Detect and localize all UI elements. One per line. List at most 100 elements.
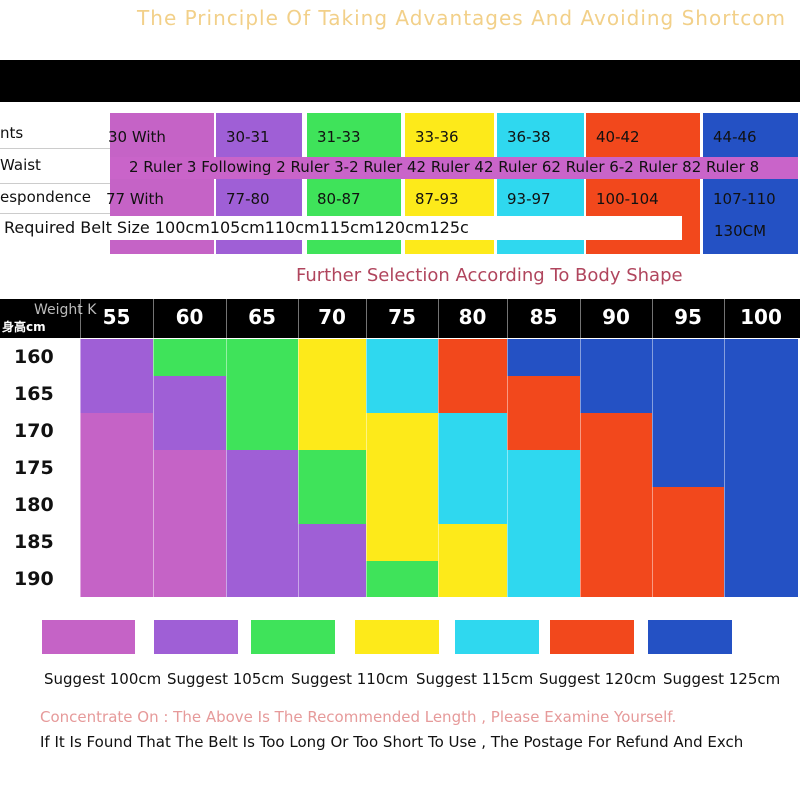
weight-label: 95	[674, 305, 702, 329]
grid-cell	[366, 561, 438, 597]
col-gridline	[507, 299, 508, 597]
grid-cell	[366, 413, 438, 450]
col-gridline	[652, 299, 653, 597]
weight-label: 70	[318, 305, 346, 329]
grid-cell	[507, 450, 580, 487]
col-gridline	[226, 299, 227, 597]
col-gridline	[580, 299, 581, 597]
grid-cell	[438, 413, 507, 450]
title-banner	[0, 60, 800, 102]
grid-cell	[298, 376, 366, 413]
correspondence-cell: 77 With	[106, 190, 164, 208]
grid-cell	[80, 339, 153, 376]
grid-cell	[298, 450, 366, 487]
grid-cell	[580, 561, 652, 597]
grid-cell	[153, 376, 226, 413]
legend-label: Suggest 100cm	[44, 670, 162, 688]
legend-label: Suggest 125cm	[663, 670, 781, 688]
legend-swatch	[550, 620, 634, 654]
grid-cell	[153, 450, 226, 487]
grid-cell	[652, 524, 724, 561]
col-gridline	[298, 299, 299, 597]
grid-cell	[80, 524, 153, 561]
height-col-bg	[0, 339, 80, 597]
pants-size-cell: 30-31	[226, 128, 270, 146]
grid-cell	[226, 450, 298, 487]
belt-row-box	[0, 216, 682, 240]
grid-cell	[298, 413, 366, 450]
row-gridline	[0, 597, 800, 598]
grid-cell	[366, 487, 438, 524]
grid-cell	[226, 487, 298, 524]
grid-cell	[80, 450, 153, 487]
col-gridline	[80, 299, 81, 597]
grid-cell	[438, 450, 507, 487]
correspondence-cell: 77-80	[226, 190, 270, 208]
legend-swatch	[251, 620, 335, 654]
corner-weight-label: Weight K	[34, 302, 97, 318]
grid-cell	[652, 450, 724, 487]
legend-swatch	[355, 620, 439, 654]
col-gridline	[724, 299, 725, 597]
grid-cell	[298, 524, 366, 561]
grid-cell	[507, 339, 580, 376]
grid-cell	[226, 376, 298, 413]
weight-label: 75	[388, 305, 416, 329]
grid-cell	[580, 376, 652, 413]
row-label-waist: Waist	[0, 156, 41, 174]
grid-cell	[153, 339, 226, 376]
grid-cell	[80, 376, 153, 413]
grid-cell	[438, 524, 507, 561]
row-divider	[0, 213, 110, 214]
note-line-1: Concentrate On : The Above Is The Recomm…	[40, 708, 677, 726]
grid-cell	[580, 339, 652, 376]
grid-cell	[298, 339, 366, 376]
pants-size-cell: 44-46	[713, 128, 757, 146]
grid-cell	[153, 413, 226, 450]
grid-cell	[724, 413, 798, 450]
weight-label: 80	[458, 305, 487, 329]
grid-cell	[652, 376, 724, 413]
grid-cell	[580, 487, 652, 524]
grid-cell	[80, 561, 153, 597]
grid-cell	[438, 561, 507, 597]
grid-cell	[438, 339, 507, 376]
belt-row-last: 130CM	[714, 222, 767, 240]
grid-cell	[298, 561, 366, 597]
height-label: 175	[14, 457, 54, 479]
grid-cell	[366, 524, 438, 561]
note-line-2: If It Is Found That The Belt Is Too Long…	[40, 733, 744, 751]
grid-cell	[580, 413, 652, 450]
pants-size-cell: 30 With	[108, 128, 166, 146]
body-shape-subtitle: Further Selection According To Body Shap…	[296, 265, 683, 286]
grid-cell	[652, 339, 724, 376]
weight-label: 100	[740, 305, 782, 329]
grid-cell	[366, 376, 438, 413]
grid-cell	[80, 487, 153, 524]
correspondence-cell: 107-110	[713, 190, 776, 208]
pants-size-cell: 40-42	[596, 128, 640, 146]
row-divider	[0, 183, 110, 184]
grid-cell	[507, 413, 580, 450]
grid-cell	[724, 561, 798, 597]
height-label: 170	[14, 420, 54, 442]
correspondence-cell: 100-104	[596, 190, 659, 208]
grid-cell	[507, 376, 580, 413]
correspondence-cell: 80-87	[317, 190, 361, 208]
grid-cell	[366, 450, 438, 487]
height-label: 180	[14, 494, 54, 516]
col-gridline	[366, 299, 367, 597]
grid-cell	[724, 450, 798, 487]
grid-cell	[652, 561, 724, 597]
grid-cell	[153, 487, 226, 524]
waist-row-text: 2 Ruler 3 Following 2 Ruler 3-2 Ruler 42…	[129, 158, 760, 176]
pants-size-cell: 33-36	[415, 128, 459, 146]
grid-cell	[226, 524, 298, 561]
belt-row-text: Required Belt Size 100cm105cm110cm115cm1…	[4, 218, 469, 237]
weight-label: 60	[175, 305, 204, 329]
pants-size-cell: 36-38	[507, 128, 551, 146]
grid-cell	[580, 450, 652, 487]
grid-cell	[298, 487, 366, 524]
waist-row-strip	[110, 157, 798, 179]
grid-cell	[366, 339, 438, 376]
